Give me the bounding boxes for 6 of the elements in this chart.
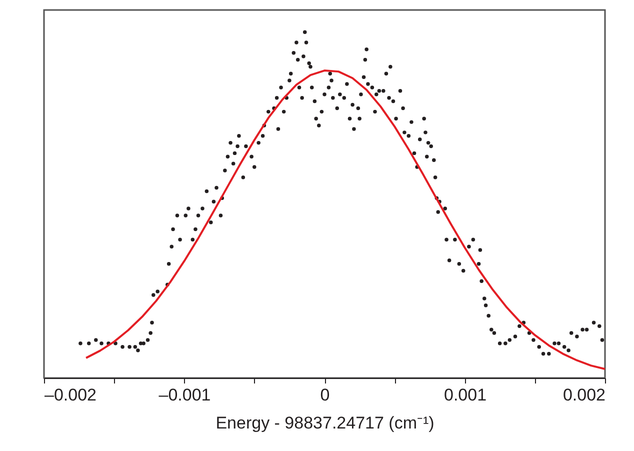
x-tick-label: –0.002: [44, 386, 96, 404]
x-tick-label: 0.001: [444, 386, 487, 404]
x-tick-label: 0.002: [562, 386, 606, 404]
x-tick-label: –0.001: [158, 386, 211, 404]
x-tick-label: 0: [320, 386, 330, 404]
x-axis-title: Energy - 98837.24717 (cm⁻¹): [216, 414, 434, 432]
